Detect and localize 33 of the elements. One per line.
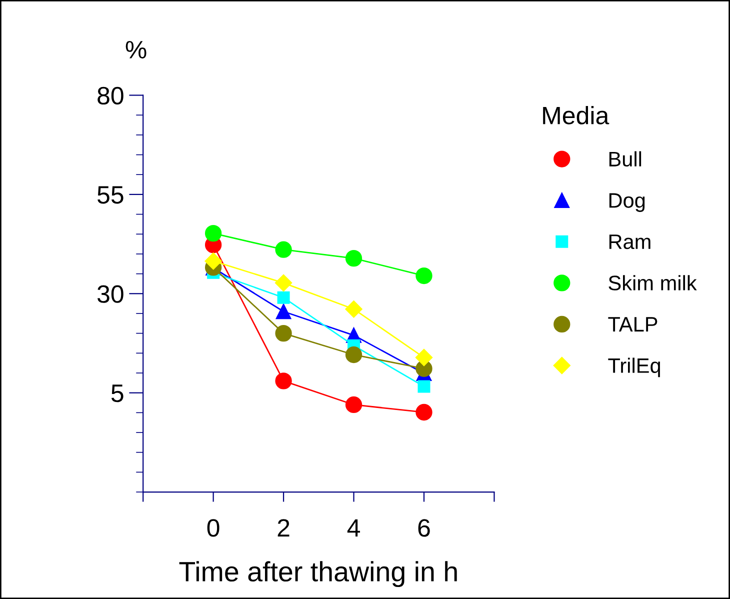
- y-tick-label: 80: [98, 86, 124, 105]
- point: [416, 267, 432, 284]
- point: [277, 291, 290, 304]
- point: [345, 300, 362, 318]
- point: [275, 372, 292, 390]
- point: [204, 224, 222, 242]
- legend-label: Dog: [609, 193, 645, 212]
- x-tick-label: 2: [278, 519, 290, 537]
- y-tick-label: 30: [97, 285, 124, 303]
- legend-label: TALP: [608, 317, 658, 332]
- point: [275, 241, 292, 258]
- point: [416, 404, 432, 421]
- legend-title: Media: [543, 106, 610, 124]
- x-tick-label: 0: [207, 519, 220, 537]
- point: [276, 304, 292, 320]
- point: [274, 274, 292, 292]
- point: [345, 396, 362, 414]
- point: [275, 324, 292, 342]
- y-tick-label: 5: [111, 384, 124, 402]
- point: [345, 250, 362, 267]
- x-axis-title: Time after thawing in h: [179, 561, 457, 588]
- x-tick-label: 6: [418, 519, 430, 537]
- point: [345, 346, 362, 364]
- point: [204, 252, 222, 270]
- legend-label: TrilEq: [608, 358, 660, 378]
- y-tick-label: 55: [98, 186, 124, 204]
- point: [418, 380, 430, 393]
- legend-label: Bull: [609, 151, 642, 167]
- y-axis-title: %: [126, 40, 146, 58]
- legend-label: Skim milk: [608, 275, 697, 290]
- point: [415, 348, 433, 366]
- legend-label: Ram: [609, 234, 650, 250]
- x-tick-label: 4: [347, 519, 360, 537]
